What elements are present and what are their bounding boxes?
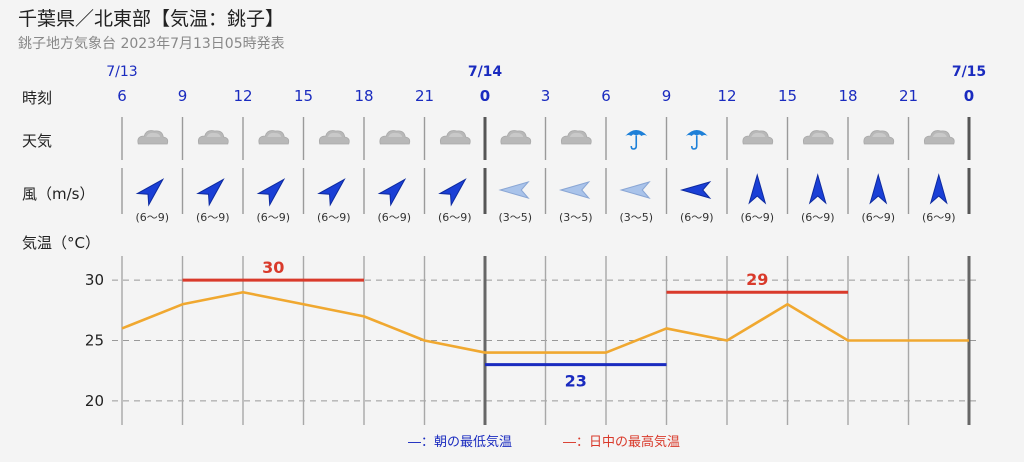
wind-speed-label: (6～9) <box>801 211 835 224</box>
hour-tick-label: 21 <box>415 87 434 105</box>
wind-arrow-icon <box>929 173 948 205</box>
date-label: 7/13 <box>106 64 137 80</box>
wind-arrow-icon <box>748 173 767 205</box>
wind-arrow-icon <box>135 178 165 207</box>
row-label-time: 時刻 <box>22 89 52 107</box>
cloud-icon <box>439 130 471 145</box>
hour-tick-label: 15 <box>294 87 313 105</box>
wind-arrow-icon <box>808 173 827 205</box>
row-label-weather: 天気 <box>22 132 52 150</box>
wind-arrow-icon <box>196 178 225 207</box>
cloud-icon <box>258 130 290 145</box>
wind-arrow-icon <box>679 181 712 199</box>
row-label-wind: 風（m/s） <box>22 185 94 203</box>
wind-arrow-icon <box>869 173 888 205</box>
hour-tick-label: 15 <box>778 87 797 105</box>
max-temp-label: 29 <box>746 270 768 289</box>
legend-min: ―：朝の最低気温 <box>408 434 512 450</box>
wind-arrow-icon <box>498 181 530 199</box>
wind-speed-label: (3～5) <box>498 211 532 224</box>
wind-arrow-icon <box>317 178 346 207</box>
hour-tick-label: 12 <box>717 87 736 105</box>
rain-umbrella-icon <box>625 130 648 150</box>
wind-arrow-icon <box>438 178 467 207</box>
row-label-temp: 気温（°C） <box>22 234 100 252</box>
hour-tick-label: 9 <box>662 87 672 105</box>
cloud-icon <box>379 130 411 145</box>
page-subtitle: 銚子地方気象台 2023年7月13日05時発表 <box>18 36 285 52</box>
hour-tick-label: 6 <box>117 87 127 105</box>
y-tick-label: 25 <box>85 332 104 350</box>
wind-speed-label: (6～9) <box>317 211 351 224</box>
cloud-icon <box>560 130 592 145</box>
hour-tick-label: 18 <box>838 87 857 105</box>
date-label: 7/14 <box>468 64 503 80</box>
wind-speed-label: (6～9) <box>740 211 774 224</box>
cloud-icon <box>863 130 895 145</box>
wind-speed-label: (3～5) <box>619 211 653 224</box>
hour-tick-label: 21 <box>899 87 918 105</box>
hour-tick-label: 6 <box>601 87 611 105</box>
wind-speed-label: (6～9) <box>256 211 290 224</box>
wind-speed-label: (6～9) <box>135 211 169 224</box>
hour-tick-label: 12 <box>233 87 252 105</box>
cloud-icon <box>923 130 955 145</box>
hour-tick-label: 9 <box>178 87 188 105</box>
wind-speed-label: (6～9) <box>922 211 956 224</box>
legend-max: ―：日中の最高気温 <box>563 434 680 450</box>
cloud-icon <box>742 130 774 145</box>
hour-tick-label: 0 <box>964 87 974 105</box>
wind-arrow-icon <box>558 181 591 199</box>
wind-arrow-icon <box>619 181 651 199</box>
hour-tick-label: 3 <box>541 87 551 105</box>
cloud-icon <box>197 130 229 145</box>
wind-speed-label: (6～9) <box>680 211 714 224</box>
hour-tick-label: 0 <box>480 87 490 105</box>
min-temp-label: 23 <box>565 372 587 391</box>
wind-speed-label: (6～9) <box>861 211 895 224</box>
page-title: 千葉県／北東部【気温：銚子】 <box>18 8 285 30</box>
y-tick-label: 20 <box>85 392 104 410</box>
wind-arrow-icon <box>256 178 286 207</box>
cloud-icon <box>500 130 532 145</box>
wind-speed-label: (3～5) <box>559 211 593 224</box>
wind-speed-label: (6～9) <box>196 211 230 224</box>
wind-speed-label: (6～9) <box>438 211 472 224</box>
max-temp-label: 30 <box>262 258 284 277</box>
hour-tick-label: 18 <box>354 87 373 105</box>
cloud-icon <box>318 130 350 145</box>
cloud-icon <box>802 130 834 145</box>
y-tick-label: 30 <box>85 271 104 289</box>
date-label: 7/15 <box>952 64 986 80</box>
cloud-icon <box>137 130 169 145</box>
wind-speed-label: (6～9) <box>377 211 411 224</box>
wind-arrow-icon <box>377 178 407 207</box>
rain-umbrella-icon <box>685 130 708 150</box>
